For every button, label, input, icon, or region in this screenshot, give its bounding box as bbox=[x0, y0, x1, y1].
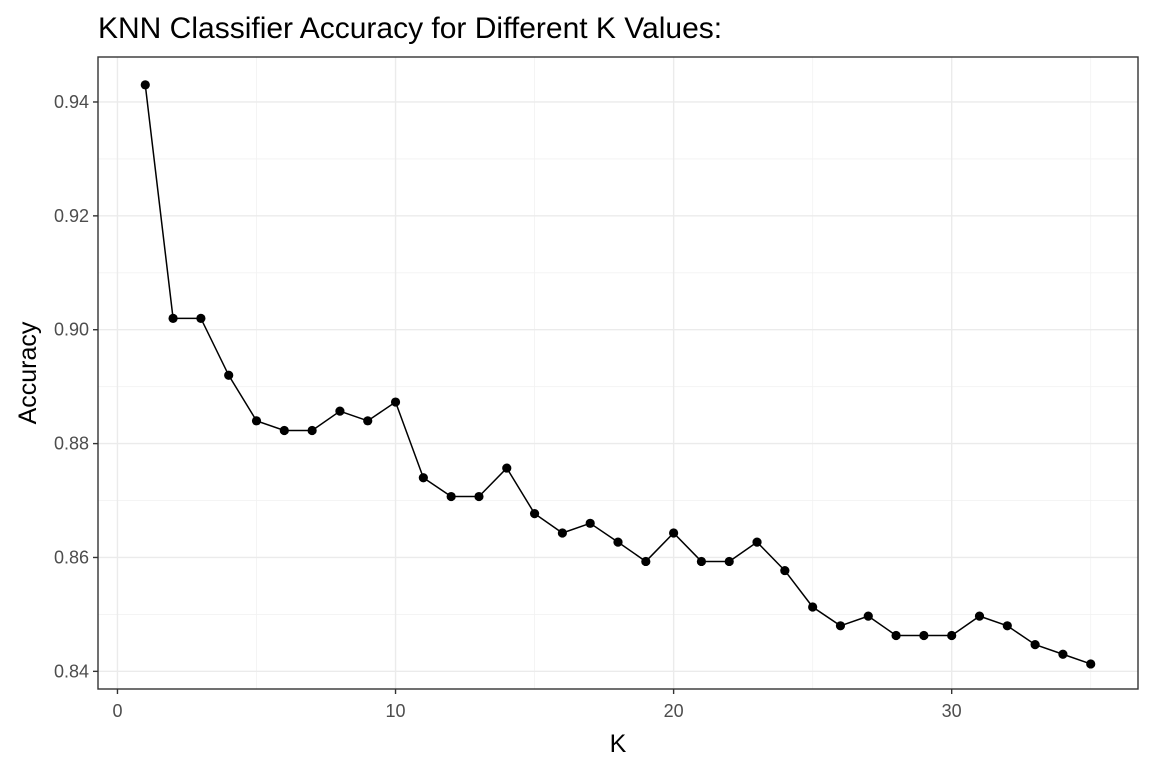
accuracy-point bbox=[947, 630, 957, 641]
accuracy-point bbox=[390, 397, 401, 407]
accuracy-point bbox=[641, 556, 651, 567]
accuracy-point bbox=[1086, 659, 1096, 669]
accuracy-point bbox=[974, 611, 985, 621]
y-tick-label: 0.90 bbox=[54, 320, 89, 340]
accuracy-point bbox=[418, 473, 428, 483]
accuracy-point bbox=[863, 611, 873, 621]
accuracy-point bbox=[279, 425, 289, 436]
accuracy-point bbox=[446, 491, 456, 502]
accuracy-point bbox=[474, 491, 484, 502]
y-tick-label: 0.84 bbox=[54, 661, 89, 681]
x-tick-label: 0 bbox=[112, 701, 122, 721]
grid bbox=[98, 57, 1138, 689]
series-layer bbox=[140, 80, 1096, 669]
y-tick-label: 0.86 bbox=[54, 547, 89, 567]
x-tick-label: 20 bbox=[664, 701, 684, 721]
accuracy-point bbox=[307, 425, 317, 436]
accuracy-point bbox=[891, 630, 901, 641]
accuracy-point bbox=[696, 556, 707, 567]
accuracy-point bbox=[251, 416, 262, 426]
accuracy-point bbox=[140, 80, 150, 90]
x-axis-title: K bbox=[610, 730, 627, 758]
accuracy-point bbox=[557, 528, 567, 538]
accuracy-point bbox=[335, 406, 345, 416]
accuracy-point bbox=[780, 565, 790, 576]
plot-panel bbox=[97, 56, 1139, 690]
accuracy-point bbox=[669, 528, 679, 538]
y-tick-label: 0.94 bbox=[54, 92, 89, 112]
accuracy-point bbox=[1058, 649, 1068, 659]
accuracy-point bbox=[1002, 621, 1012, 631]
axis-ticks: 0 10 20 30 0.84 0.86 0.88 0.90 0.92 0.94 bbox=[54, 92, 962, 721]
x-tick-label: 30 bbox=[942, 701, 962, 721]
accuracy-point bbox=[224, 370, 234, 380]
accuracy-point bbox=[613, 537, 623, 547]
accuracy-line bbox=[144, 84, 1091, 665]
accuracy-point bbox=[724, 556, 734, 567]
y-tick-label: 0.92 bbox=[54, 206, 89, 226]
accuracy-point bbox=[363, 416, 373, 426]
accuracy-point bbox=[752, 537, 762, 547]
x-tick-label: 10 bbox=[386, 701, 406, 721]
accuracy-point bbox=[196, 313, 206, 323]
accuracy-point bbox=[529, 509, 540, 519]
accuracy-point bbox=[502, 463, 512, 473]
accuracy-point bbox=[919, 630, 929, 641]
y-axis-title: Accuracy bbox=[14, 321, 42, 424]
accuracy-point bbox=[168, 313, 178, 323]
y-tick-label: 0.88 bbox=[54, 434, 89, 454]
accuracy-point bbox=[808, 602, 818, 612]
accuracy-point bbox=[1030, 639, 1040, 650]
accuracy-point bbox=[835, 621, 846, 631]
chart-title: KNN Classifier Accuracy for Different K … bbox=[98, 12, 722, 45]
accuracy-point bbox=[585, 518, 595, 528]
